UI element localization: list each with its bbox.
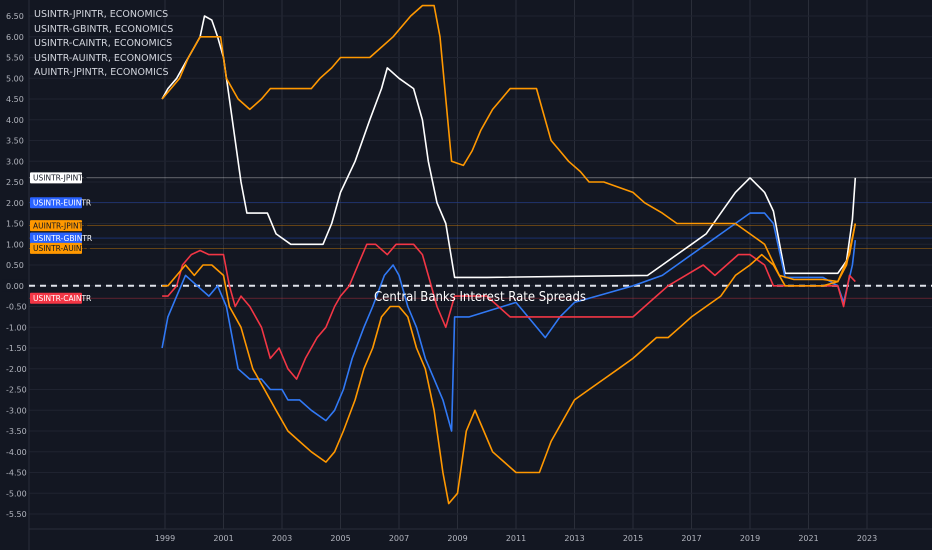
y-tick-label: -4.50 xyxy=(6,469,27,478)
price-tag xyxy=(30,172,82,184)
zero-tag-label: 0.00 xyxy=(6,282,24,291)
series-line-usintr-jpintr[interactable] xyxy=(161,15,857,279)
legend: USINTR-JPINTR, ECONOMICS USINTR-GBINTR, … xyxy=(34,8,173,81)
legend-item-usintr-auintr[interactable]: USINTR-AUINTR, ECONOMICS xyxy=(34,52,173,64)
y-tick-label: 6.00 xyxy=(6,33,24,42)
y-tick-label: -3.50 xyxy=(6,427,27,436)
price-tag-label: USINTR-JPINTR xyxy=(33,174,88,183)
y-tick-label: -2.00 xyxy=(6,365,27,374)
price-tag xyxy=(30,232,82,244)
price-tag xyxy=(30,220,82,232)
y-tick-label: 0.50 xyxy=(6,261,24,270)
y-tick-label: 4.50 xyxy=(6,95,24,104)
y-tick-label: 2.00 xyxy=(6,199,24,208)
y-tick-label: -2.50 xyxy=(6,386,27,395)
legend-item-auintr-jpintr[interactable]: AUINTR-JPINTR, ECONOMICS xyxy=(34,67,169,79)
price-tag-label: USINTR-GBINTR xyxy=(33,234,92,243)
x-tick-label: 2017 xyxy=(681,534,701,543)
y-tick-label: 3.00 xyxy=(6,157,24,166)
y-tick-label: -4.00 xyxy=(6,448,27,457)
x-tick-label: 2009 xyxy=(447,534,467,543)
series-line-auintr-jpintr[interactable] xyxy=(161,4,857,283)
y-tick-label: -5.00 xyxy=(6,489,27,498)
x-tick-label: 2005 xyxy=(330,534,350,543)
y-tick-label: 6.50 xyxy=(6,12,24,21)
x-tick-label: 2011 xyxy=(506,534,526,543)
legend-item-usintr-caintr[interactable]: USINTR-CAINTR, ECONOMICS xyxy=(34,38,173,50)
zero-tag xyxy=(2,279,28,292)
x-tick-label: 2021 xyxy=(798,534,818,543)
series-line-usintr-auintr[interactable] xyxy=(162,223,857,505)
y-tick-label: -3.00 xyxy=(6,406,27,415)
x-tick-label: 2015 xyxy=(623,534,643,543)
series-line-usintr-gbintr[interactable] xyxy=(161,212,857,432)
price-tag-label: USINTR-CAINTR xyxy=(33,294,91,303)
y-tick-label: -1.00 xyxy=(6,323,27,332)
price-tag-label: USINTR-AUINTR xyxy=(33,244,91,253)
legend-item-usintr-gbintr[interactable]: USINTR-GBINTR, ECONOMICS xyxy=(34,23,174,35)
legend-item-usintr-jpintr[interactable]: USINTR-JPINTR, ECONOMICS xyxy=(34,9,169,20)
price-tag xyxy=(30,292,82,304)
x-tick-label: 2003 xyxy=(272,534,292,543)
y-tick-label: 1.00 xyxy=(6,240,24,249)
y-tick-label: 5.00 xyxy=(6,74,24,83)
price-tag-label: USINTR-EUINTR xyxy=(33,199,91,208)
x-tick-label: 1999 xyxy=(155,534,175,543)
price-tag-label: AUINTR-JPINTR xyxy=(33,221,88,230)
x-tick-label: 2019 xyxy=(740,534,760,543)
y-tick-label: 5.50 xyxy=(6,54,24,63)
y-tick-label: -5.50 xyxy=(6,510,27,519)
y-tick-label: 3.50 xyxy=(6,137,24,146)
y-tick-label: 4.00 xyxy=(6,116,24,125)
price-tag xyxy=(30,197,82,209)
y-tick-label: -1.50 xyxy=(6,344,27,353)
x-tick-label: 2001 xyxy=(213,534,233,543)
y-tick-label: 2.50 xyxy=(6,178,24,187)
x-tick-label: 2023 xyxy=(857,534,877,543)
x-tick-label: 2013 xyxy=(564,534,584,543)
series-line-usintr-caintr[interactable] xyxy=(162,243,856,380)
chart-annotation: Central Banks Interest Rate Spreads xyxy=(374,290,586,305)
y-tick-label: 1.50 xyxy=(6,220,24,229)
y-tick-label: -0.50 xyxy=(6,303,27,312)
price-tag xyxy=(30,242,82,254)
x-tick-label: 2007 xyxy=(389,534,409,543)
